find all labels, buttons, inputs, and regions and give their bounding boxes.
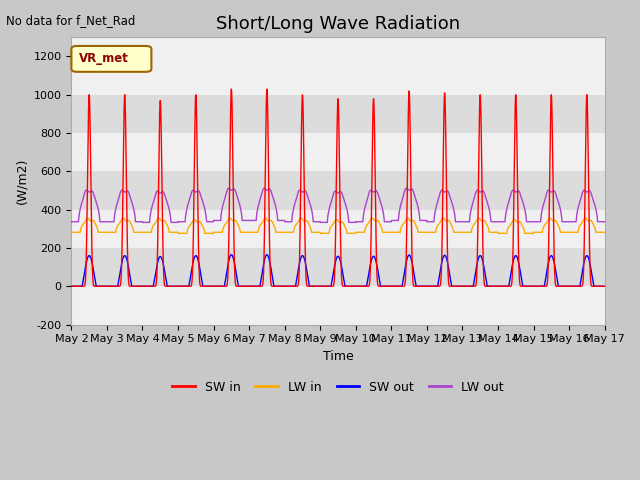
FancyBboxPatch shape <box>72 46 152 72</box>
LW out <box>403 185 410 191</box>
SW in <box>68 283 76 289</box>
LW out <box>600 219 608 225</box>
SW out <box>601 283 609 289</box>
X-axis label: Time: Time <box>323 350 353 363</box>
LW in <box>404 215 412 221</box>
SW out <box>318 283 326 289</box>
LW in <box>174 230 182 236</box>
Bar <box>72 248 605 286</box>
LW in <box>488 229 495 235</box>
SW out <box>428 283 436 289</box>
SW in <box>600 283 608 289</box>
Bar <box>72 171 605 210</box>
Text: No data for f_Net_Rad: No data for f_Net_Rad <box>6 14 136 27</box>
Bar <box>72 57 605 95</box>
Bar <box>72 210 605 248</box>
Bar <box>72 133 605 171</box>
Line: LW out: LW out <box>72 188 605 222</box>
SW in <box>601 283 609 289</box>
LW out <box>68 219 76 225</box>
SW out <box>228 252 236 258</box>
LW out <box>458 219 465 225</box>
SW in <box>228 86 236 92</box>
SW in <box>163 283 171 289</box>
Bar <box>72 95 605 133</box>
SW out <box>163 283 171 288</box>
SW in <box>458 283 465 289</box>
LW out <box>163 200 171 206</box>
Y-axis label: (W/m2): (W/m2) <box>15 158 28 204</box>
LW in <box>163 223 171 228</box>
SW in <box>428 283 436 289</box>
LW in <box>458 229 465 235</box>
Line: SW out: SW out <box>72 255 605 286</box>
Bar <box>72 286 605 324</box>
LW in <box>601 229 609 235</box>
LW out <box>318 219 326 225</box>
LW out <box>139 219 147 225</box>
Title: Short/Long Wave Radiation: Short/Long Wave Radiation <box>216 15 460 33</box>
SW out <box>488 283 495 289</box>
SW in <box>488 283 495 289</box>
SW out <box>68 283 76 289</box>
LW in <box>600 229 608 235</box>
Text: VR_met: VR_met <box>79 52 129 65</box>
SW in <box>318 283 326 289</box>
Legend: SW in, LW in, SW out, LW out: SW in, LW in, SW out, LW out <box>167 376 509 399</box>
LW out <box>428 219 436 225</box>
SW out <box>458 283 465 289</box>
LW out <box>488 219 495 225</box>
Line: SW in: SW in <box>72 89 605 286</box>
LW out <box>601 219 609 225</box>
LW in <box>428 229 436 235</box>
LW in <box>68 229 76 235</box>
LW in <box>318 230 326 236</box>
Line: LW in: LW in <box>72 218 605 233</box>
SW out <box>600 283 608 289</box>
